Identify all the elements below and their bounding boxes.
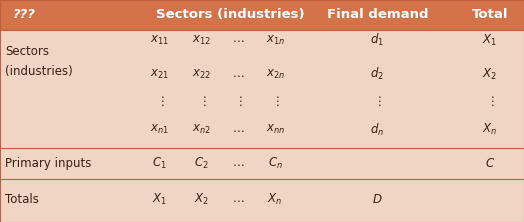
Text: $\cdots$: $\cdots$ — [232, 68, 245, 81]
Text: $X_2$: $X_2$ — [194, 192, 209, 207]
Text: $C_n$: $C_n$ — [268, 156, 282, 171]
Text: $x_{n1}$: $x_{n1}$ — [150, 123, 169, 137]
Text: $\vdots$: $\vdots$ — [486, 94, 494, 108]
Text: $\vdots$: $\vdots$ — [234, 94, 243, 108]
Text: $X_n$: $X_n$ — [267, 192, 283, 207]
Text: $x_{nn}$: $x_{nn}$ — [266, 123, 285, 137]
Text: $\cdots$: $\cdots$ — [232, 193, 245, 206]
Text: $X_n$: $X_n$ — [482, 122, 498, 137]
Text: $\cdots$: $\cdots$ — [232, 157, 245, 170]
Text: $d_n$: $d_n$ — [370, 122, 384, 138]
Text: $\vdots$: $\vdots$ — [156, 94, 164, 108]
Text: $\cdots$: $\cdots$ — [232, 34, 245, 46]
Text: $X_2$: $X_2$ — [483, 67, 497, 82]
Bar — [0, 0, 524, 30]
Text: $X_1$: $X_1$ — [152, 192, 167, 207]
Text: $x_{2n}$: $x_{2n}$ — [266, 68, 285, 81]
Text: $\vdots$: $\vdots$ — [373, 94, 381, 108]
Text: $x_{22}$: $x_{22}$ — [192, 68, 211, 81]
Text: $d_1$: $d_1$ — [370, 32, 384, 48]
Text: $D$: $D$ — [372, 193, 383, 206]
Text: $\vdots$: $\vdots$ — [271, 94, 279, 108]
Text: $x_{12}$: $x_{12}$ — [192, 33, 211, 47]
Text: $x_{21}$: $x_{21}$ — [150, 68, 169, 81]
Text: $X_1$: $X_1$ — [483, 32, 497, 48]
Text: $\cdots$: $\cdots$ — [232, 123, 245, 136]
Text: Sectors (industries): Sectors (industries) — [156, 8, 305, 21]
Text: (industries): (industries) — [5, 65, 73, 77]
Text: $\vdots$: $\vdots$ — [198, 94, 206, 108]
Text: Totals: Totals — [5, 193, 39, 206]
Text: $C_1$: $C_1$ — [152, 156, 167, 171]
Text: Final demand: Final demand — [326, 8, 428, 21]
Text: $x_{1n}$: $x_{1n}$ — [266, 33, 285, 47]
Text: $x_{n2}$: $x_{n2}$ — [192, 123, 211, 137]
Text: Total: Total — [472, 8, 508, 21]
Text: Primary inputs: Primary inputs — [5, 157, 92, 170]
Text: $C$: $C$ — [485, 157, 495, 170]
Text: $C_2$: $C_2$ — [194, 156, 209, 171]
Text: $x_{11}$: $x_{11}$ — [150, 33, 169, 47]
Text: ???: ??? — [13, 8, 36, 21]
Text: $d_2$: $d_2$ — [370, 66, 384, 82]
Text: Sectors: Sectors — [5, 45, 49, 57]
